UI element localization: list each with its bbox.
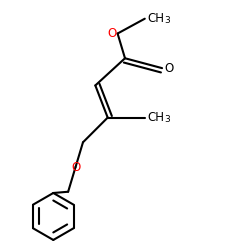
Text: 3: 3 xyxy=(164,16,170,25)
Text: CH: CH xyxy=(147,12,164,25)
Text: O: O xyxy=(107,27,116,40)
Text: CH: CH xyxy=(147,110,164,124)
Text: 3: 3 xyxy=(164,115,170,124)
Text: O: O xyxy=(164,62,174,75)
Text: O: O xyxy=(71,160,80,173)
